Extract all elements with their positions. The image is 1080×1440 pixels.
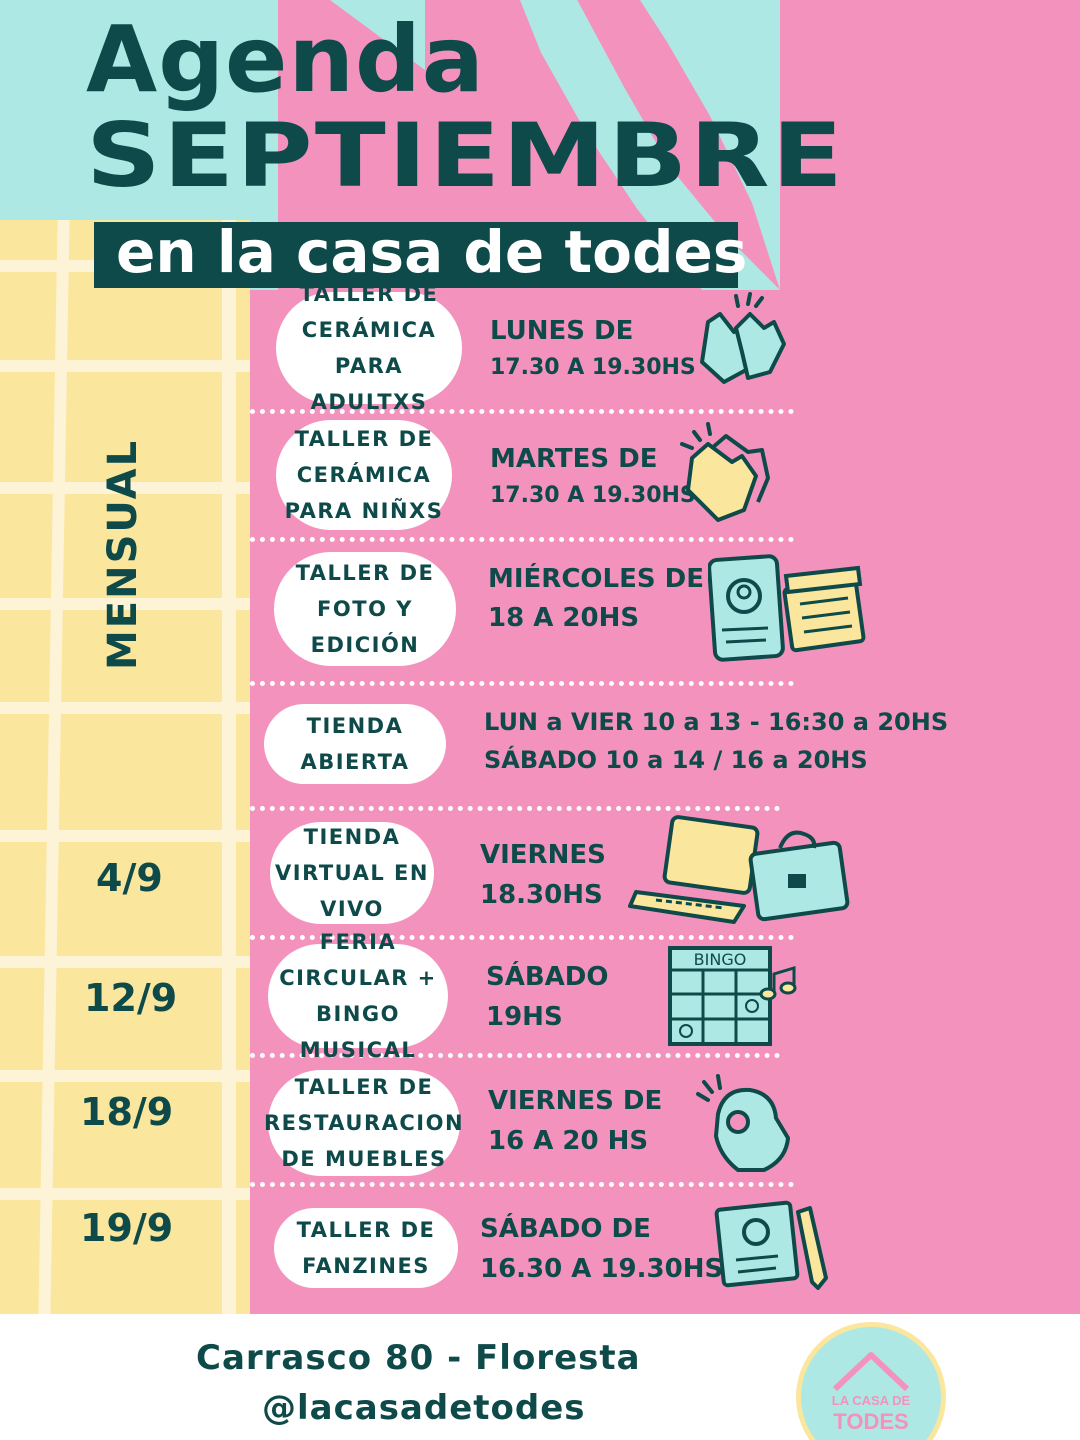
event-schedule: MIÉRCOLES DE 18 A 20HS	[488, 560, 704, 638]
event-date: 18/9	[80, 1090, 174, 1134]
event-schedule: LUNES DE 17.30 A 19.30HS	[490, 312, 696, 386]
event-name-line: TIENDA	[303, 825, 401, 849]
schedule-day: VIERNES DE	[488, 1086, 663, 1116]
event-name-line: PARA ADULTXS	[310, 354, 428, 414]
logo-text: TODES	[833, 1409, 909, 1434]
event-schedule: MARTES DE 17.30 A 19.30HS	[490, 440, 696, 514]
event-name-line: EDICIÓN	[310, 633, 420, 657]
event-name-pill: TALLER DE CERÁMICA PARA NIÑXS	[276, 420, 452, 530]
event-name-pill: TALLER DE FANZINES	[274, 1208, 458, 1288]
schedule-time: 18.30HS	[480, 880, 603, 910]
event-name-line: TIENDA	[306, 714, 404, 738]
event-name-line: TALLER DE	[299, 282, 439, 306]
laptop-briefcase-icon	[628, 815, 850, 924]
event-name-pill: TIENDA VIRTUAL EN VIVO	[270, 822, 434, 924]
event-name-pill: TALLER DE CERÁMICA PARA ADULTXS	[276, 282, 462, 414]
subtitle: en la casa de todes	[116, 218, 748, 286]
instagram-handle[interactable]: @lacasadetodes	[262, 1388, 586, 1428]
dotted-separator	[250, 681, 794, 686]
schedule-time: 17.30 A 19.30HS	[490, 355, 696, 380]
event-name-line: FOTO Y	[317, 597, 413, 621]
event-schedule: SÁBADO DE 16.30 A 19.30HS	[480, 1210, 723, 1290]
event-name-line: TALLER DE	[294, 1075, 434, 1099]
event-date: 12/9	[84, 976, 178, 1020]
dotted-separator	[250, 409, 794, 414]
event-name-line: VIVO	[320, 897, 384, 921]
schedule-time: 16 A 20 HS	[488, 1126, 649, 1156]
schedule-time: 19HS	[486, 1002, 563, 1032]
yellow-grid-background	[0, 220, 250, 1314]
title-agenda: Agenda	[86, 6, 485, 113]
mensual-label: MENSUAL	[100, 438, 146, 670]
event-name-line: FERIA	[319, 930, 397, 954]
dotted-separator	[250, 935, 794, 940]
house-roof-icon	[832, 1352, 910, 1392]
event-date: 19/9	[80, 1206, 174, 1250]
event-name-line: TALLER DE	[294, 427, 434, 451]
dotted-separator	[250, 1053, 780, 1058]
event-name-line: TALLER DE	[295, 561, 435, 585]
la-casa-de-todes-logo: LA CASA DE TODES	[796, 1322, 946, 1440]
event-name-line: PARA NIÑXS	[284, 499, 444, 523]
schedule-time: 16.30 A 19.30HS	[480, 1254, 724, 1284]
event-name-line: CERÁMICA	[296, 463, 432, 487]
event-name-line: CIRCULAR +	[279, 966, 437, 990]
event-name-line: RESTAURACION	[263, 1111, 465, 1135]
schedule-day: MIÉRCOLES DE	[488, 564, 704, 594]
event-name-pill: FERIA CIRCULAR + BINGO MUSICAL	[268, 930, 448, 1062]
event-name-line: VIRTUAL EN	[275, 861, 429, 885]
dotted-separator	[250, 806, 780, 811]
phone-clapperboard-icon	[708, 554, 866, 662]
event-name-pill: TALLER DE RESTAURACION DE MUEBLES	[264, 1070, 463, 1176]
schedule-time: 18 A 20HS	[488, 603, 640, 633]
schedule-day: VIERNES	[480, 840, 606, 870]
bingo-label: BINGO	[694, 950, 747, 969]
dotted-separator	[250, 1182, 794, 1187]
schedule-day: SÁBADO	[486, 962, 609, 992]
schedule-day: SÁBADO DE	[480, 1214, 651, 1244]
address: Carrasco 80 - Floresta	[196, 1338, 641, 1378]
logo-text: LA CASA DE	[831, 1393, 911, 1408]
event-name-pill: TIENDA ABIERTA	[264, 704, 446, 784]
schedule-time: SÁBADO 10 a 14 / 16 a 20HS	[484, 746, 868, 774]
event-name-line: BINGO MUSICAL	[299, 1002, 417, 1062]
event-name-line: TALLER DE	[296, 1218, 436, 1242]
subtitle-band	[94, 222, 738, 288]
event-name-line: FANZINES	[302, 1254, 430, 1278]
schedule-day: LUN a VIER 10 a 13 - 16:30 a 20HS	[484, 708, 949, 736]
event-schedule: SÁBADO 19HS	[486, 958, 608, 1038]
clapping-hands-icon	[680, 422, 770, 522]
schedule-time: 17.30 A 19.30HS	[490, 483, 696, 508]
id-card-pencil-icon	[714, 1200, 828, 1290]
schedule-day: LUNES DE	[490, 316, 634, 346]
dotted-separator	[250, 537, 794, 542]
event-name-line: ABIERTA	[300, 750, 410, 774]
event-name-line: DE MUEBLES	[281, 1147, 447, 1171]
title-month: SEPTIEMBRE	[86, 104, 846, 207]
event-schedule: VIERNES DE 16 A 20 HS	[488, 1082, 662, 1162]
event-name-line: CERÁMICA	[301, 318, 437, 342]
schedule-day: MARTES DE	[490, 444, 658, 474]
event-schedule: VIERNES 18.30HS	[480, 836, 606, 916]
event-name-pill: TALLER DE FOTO Y EDICIÓN	[274, 552, 456, 666]
high-five-icon	[700, 292, 786, 384]
bingo-card-icon: BINGO	[668, 946, 797, 1046]
event-date: 4/9	[96, 856, 163, 900]
ok-hand-icon	[696, 1074, 790, 1172]
event-schedule: LUN a VIER 10 a 13 - 16:30 a 20HS SÁBADO…	[484, 703, 948, 779]
